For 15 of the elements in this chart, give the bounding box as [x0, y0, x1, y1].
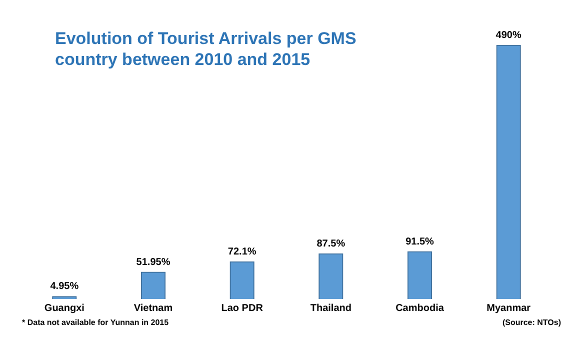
x-tick-label: Lao PDR	[221, 302, 264, 314]
data-label: 87.5%	[316, 238, 346, 250]
data-label: 4.95%	[50, 281, 79, 292]
x-tick-label: Thailand	[310, 302, 352, 314]
x-tick-label: Cambodia	[396, 302, 444, 314]
x-tick-label: Vietnam	[134, 302, 173, 314]
data-label: 490%	[496, 30, 522, 41]
data-label: 91.5%	[406, 236, 434, 248]
data-label: 51.95%	[136, 256, 170, 268]
data-label: 72.1%	[228, 246, 256, 258]
text: (Source: NTOs)	[502, 318, 561, 327]
chart-title: Evolution of Tourist Arrivals per GMS country between 2010 and 2015	[55, 28, 358, 70]
x-tick-label: Guangxi	[44, 302, 85, 314]
text: * Data not available for Yunnan in 2015	[22, 318, 169, 327]
x-tick-label: Myanmar	[486, 302, 531, 314]
